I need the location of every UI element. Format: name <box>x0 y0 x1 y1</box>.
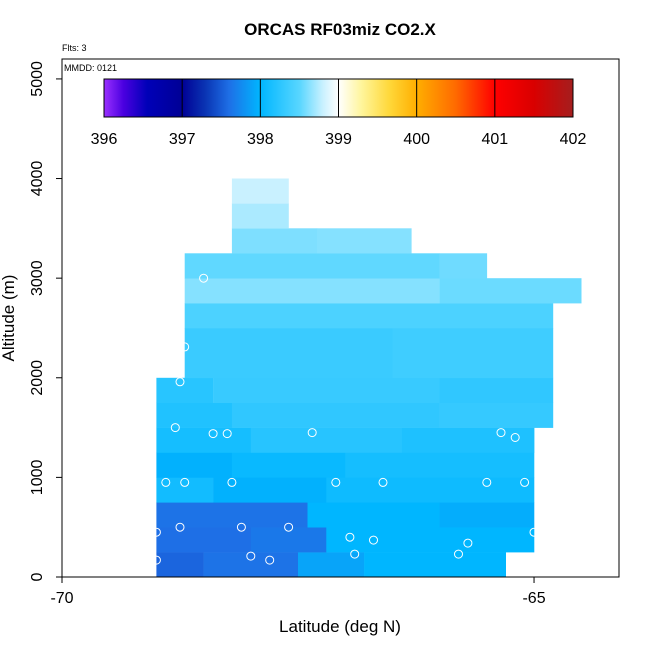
heatmap-cell <box>231 228 318 254</box>
heatmap-cell <box>231 203 289 229</box>
heatmap-cell <box>439 502 535 528</box>
sample-point <box>151 527 161 537</box>
colorbar-tick-label: 397 <box>169 131 196 148</box>
sample-point <box>331 477 341 487</box>
colorbar-tick-label: 402 <box>560 131 587 148</box>
heatmap-cell <box>184 253 440 279</box>
heatmap-cell <box>307 502 440 528</box>
y-tick-label: 5000 <box>29 61 46 97</box>
y-tick-label: 3000 <box>29 260 46 296</box>
sample-point <box>510 433 520 442</box>
colorbar-tick-label: 396 <box>91 131 118 148</box>
colorbar-tick-label: 399 <box>325 131 352 148</box>
sample-point <box>222 429 232 439</box>
heatmap-cell <box>439 402 554 428</box>
sample-point <box>539 549 548 559</box>
sample-point <box>605 277 615 287</box>
x-tick-label: -65 <box>522 590 545 607</box>
colorbar-tick-label: 401 <box>481 131 508 148</box>
heatmap-cell <box>156 427 252 453</box>
sample-point <box>345 532 355 542</box>
sample-point <box>553 534 563 544</box>
heatmap-cell <box>439 253 488 279</box>
heatmap-cell <box>326 477 535 503</box>
x-axis-label: Latitude (deg N) <box>279 617 401 636</box>
sample-point <box>590 358 600 368</box>
heatmap-cells <box>156 178 582 578</box>
sample-point <box>307 428 317 438</box>
x-tick-label: -70 <box>50 590 73 607</box>
sample-point <box>208 429 218 439</box>
y-tick-label: 1000 <box>29 460 46 496</box>
heatmap-cell <box>401 427 535 453</box>
heatmap-cell <box>364 552 506 578</box>
sample-point <box>175 377 185 387</box>
sample-point <box>175 522 185 532</box>
sample-point <box>161 477 171 487</box>
heatmap-cell <box>184 303 554 329</box>
sample-point <box>454 549 463 559</box>
sample-point <box>236 522 246 532</box>
sample-point <box>482 477 492 487</box>
plot-frame <box>61 58 620 578</box>
sample-point <box>350 549 360 559</box>
y-tick-label: 0 <box>29 572 46 581</box>
heatmap-cell <box>184 328 393 379</box>
heatmap-cell <box>298 552 365 578</box>
sample-point <box>246 551 256 561</box>
y-axis-label: Altitude (m) <box>0 275 18 362</box>
y-axis-ticks: 0 1000 2000 3000 4000 5000 <box>29 61 62 581</box>
sample-point <box>227 477 237 487</box>
sample-point <box>369 535 378 545</box>
colorbar-ticks: 396 397 398 399 400 401 402 <box>91 79 587 148</box>
sample-point <box>180 477 190 487</box>
x-axis-ticks: -70 -65 <box>50 577 546 607</box>
heatmap-cell <box>439 278 582 304</box>
heatmap-cell <box>156 527 252 553</box>
heatmap-cell <box>326 527 535 553</box>
date-annotation: MMDD: 0121 <box>64 63 117 73</box>
sample-point <box>180 342 190 352</box>
chart-title: ORCAS RF03miz CO2.X <box>244 20 436 39</box>
sample-point <box>529 527 539 537</box>
y-tick-label: 4000 <box>29 161 46 197</box>
y-tick-label: 2000 <box>29 360 46 396</box>
sample-point <box>567 477 577 487</box>
heatmap-cell <box>213 377 440 403</box>
colorbar-tick-label: 400 <box>403 131 430 148</box>
heatmap-cell <box>250 427 403 453</box>
sample-point <box>463 538 473 548</box>
sample-point <box>151 555 161 565</box>
heatmap-cell <box>439 377 554 403</box>
sample-point <box>199 273 209 283</box>
sample-point <box>378 477 388 487</box>
sample-point <box>218 182 227 191</box>
colorbar-tick-label: 398 <box>247 131 274 148</box>
sample-point <box>284 522 294 532</box>
heatmap-cell <box>316 228 412 254</box>
heatmap-cell <box>392 328 554 379</box>
sample-point <box>170 423 180 433</box>
sample-point <box>496 428 506 438</box>
heatmap-cell <box>231 452 346 478</box>
heatmap-cell <box>213 477 327 503</box>
heatmap-cell <box>156 402 233 428</box>
heatmap-cell <box>184 278 440 304</box>
heatmap-cell <box>156 452 233 478</box>
heatmap-cell <box>156 377 214 403</box>
sample-point <box>520 477 530 487</box>
sample-point <box>576 423 586 433</box>
heatmap-cell <box>156 477 214 503</box>
heatmap-cell <box>156 552 204 578</box>
sample-point <box>265 555 275 565</box>
heatmap-cell <box>231 402 440 428</box>
heatmap-cell <box>231 178 289 204</box>
heatmap-cell <box>345 452 535 478</box>
sample-points <box>151 182 615 565</box>
heatmap-cell <box>203 552 299 578</box>
flights-annotation: Flts: 3 <box>62 43 87 53</box>
